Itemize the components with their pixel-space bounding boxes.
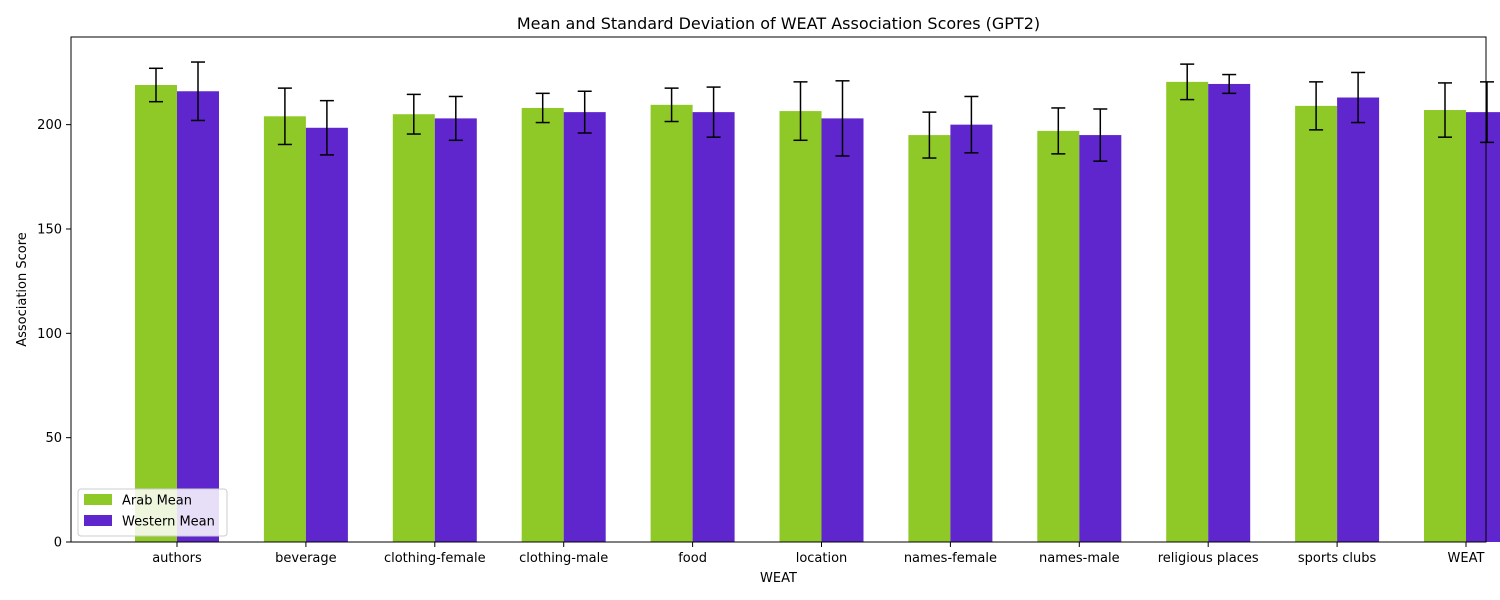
- legend-swatch: [84, 494, 112, 505]
- error-bars-layer: [149, 61, 1494, 162]
- bar-arab: [650, 104, 693, 542]
- bar-western: [1337, 97, 1380, 542]
- bar-arab: [1037, 130, 1080, 542]
- bar-western: [563, 112, 606, 543]
- legend-swatch: [84, 515, 112, 526]
- bar-arab: [263, 116, 306, 543]
- bar-western: [177, 91, 219, 542]
- bar-arab: [1295, 105, 1338, 542]
- bar-western: [821, 118, 864, 542]
- y-tick-label: 100: [37, 327, 62, 342]
- y-tick-label: 200: [37, 118, 62, 133]
- x-tick-label: authors: [152, 551, 202, 566]
- bar-arab: [521, 107, 564, 543]
- x-tick-label: names-female: [904, 551, 997, 566]
- bar-western: [1466, 112, 1500, 543]
- bar-western: [692, 112, 735, 543]
- x-tick-label: sports clubs: [1298, 551, 1377, 566]
- bar-western: [1079, 135, 1122, 543]
- legend: Arab Mean Western Mean: [77, 488, 228, 537]
- bar-western: [1208, 83, 1251, 542]
- bar-western: [434, 118, 477, 542]
- bar-arab: [779, 111, 822, 543]
- bar-arab: [135, 84, 177, 543]
- legend-box: [77, 488, 228, 537]
- y-tick-label: 0: [54, 536, 62, 551]
- x-axis-label: WEAT: [760, 571, 797, 586]
- plot-frame: [70, 36, 1487, 543]
- legend-label: Western Mean: [122, 515, 215, 530]
- x-tick-label: clothing-female: [384, 551, 486, 566]
- x-tick-label: religious places: [1158, 551, 1259, 566]
- axes-layer: 0 50 100 150 200 authors beverage clothing-fema…: [37, 36, 1487, 566]
- y-tick-label: 150: [37, 222, 62, 237]
- bar-arab: [1166, 81, 1209, 543]
- y-axis-label: Association Score: [15, 232, 30, 347]
- x-tick-label: location: [796, 551, 848, 566]
- bar-western: [950, 124, 993, 543]
- x-tick-label: WEAT: [1448, 551, 1485, 566]
- bar-western: [305, 127, 348, 543]
- y-tick-label: 50: [45, 431, 62, 446]
- legend-label: Arab Mean: [122, 494, 192, 509]
- x-tick-label: names-male: [1039, 551, 1120, 566]
- x-tick-label: beverage: [275, 551, 337, 566]
- bar-arab: [392, 114, 435, 542]
- x-tick-label: food: [678, 551, 707, 566]
- x-tick-label: clothing-male: [519, 551, 608, 566]
- bar-arab: [908, 135, 951, 543]
- bar-arab: [1424, 110, 1466, 542]
- bars-layer: [135, 81, 1500, 543]
- chart-title: Mean and Standard Deviation of WEAT Asso…: [517, 14, 1040, 33]
